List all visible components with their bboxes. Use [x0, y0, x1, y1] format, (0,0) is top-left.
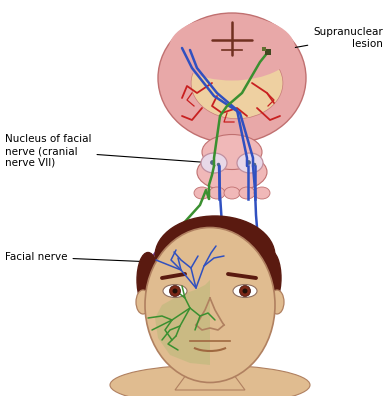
Ellipse shape [209, 187, 225, 199]
Ellipse shape [163, 284, 187, 297]
Circle shape [170, 286, 180, 297]
Ellipse shape [110, 365, 310, 396]
Ellipse shape [239, 187, 255, 199]
Ellipse shape [233, 284, 257, 297]
Ellipse shape [259, 251, 281, 305]
Ellipse shape [137, 253, 159, 308]
Text: Facial nerve: Facial nerve [5, 252, 151, 262]
Ellipse shape [155, 216, 275, 296]
Text: Nucleus of facial
nerve (cranial
nerve VII): Nucleus of facial nerve (cranial nerve V… [5, 134, 211, 168]
Ellipse shape [136, 290, 150, 314]
Polygon shape [175, 355, 245, 390]
Ellipse shape [237, 153, 263, 173]
Circle shape [239, 286, 251, 297]
Ellipse shape [145, 227, 275, 383]
Ellipse shape [202, 135, 262, 169]
Ellipse shape [158, 13, 306, 143]
Ellipse shape [201, 153, 227, 173]
Circle shape [242, 289, 248, 293]
Ellipse shape [169, 15, 295, 80]
Ellipse shape [197, 153, 267, 191]
Ellipse shape [254, 187, 270, 199]
Polygon shape [155, 280, 210, 365]
Text: Supranuclear
lesion: Supranuclear lesion [273, 27, 383, 51]
Circle shape [173, 289, 177, 293]
Ellipse shape [191, 47, 283, 119]
Ellipse shape [194, 187, 210, 199]
Ellipse shape [270, 290, 284, 314]
Ellipse shape [224, 187, 240, 199]
